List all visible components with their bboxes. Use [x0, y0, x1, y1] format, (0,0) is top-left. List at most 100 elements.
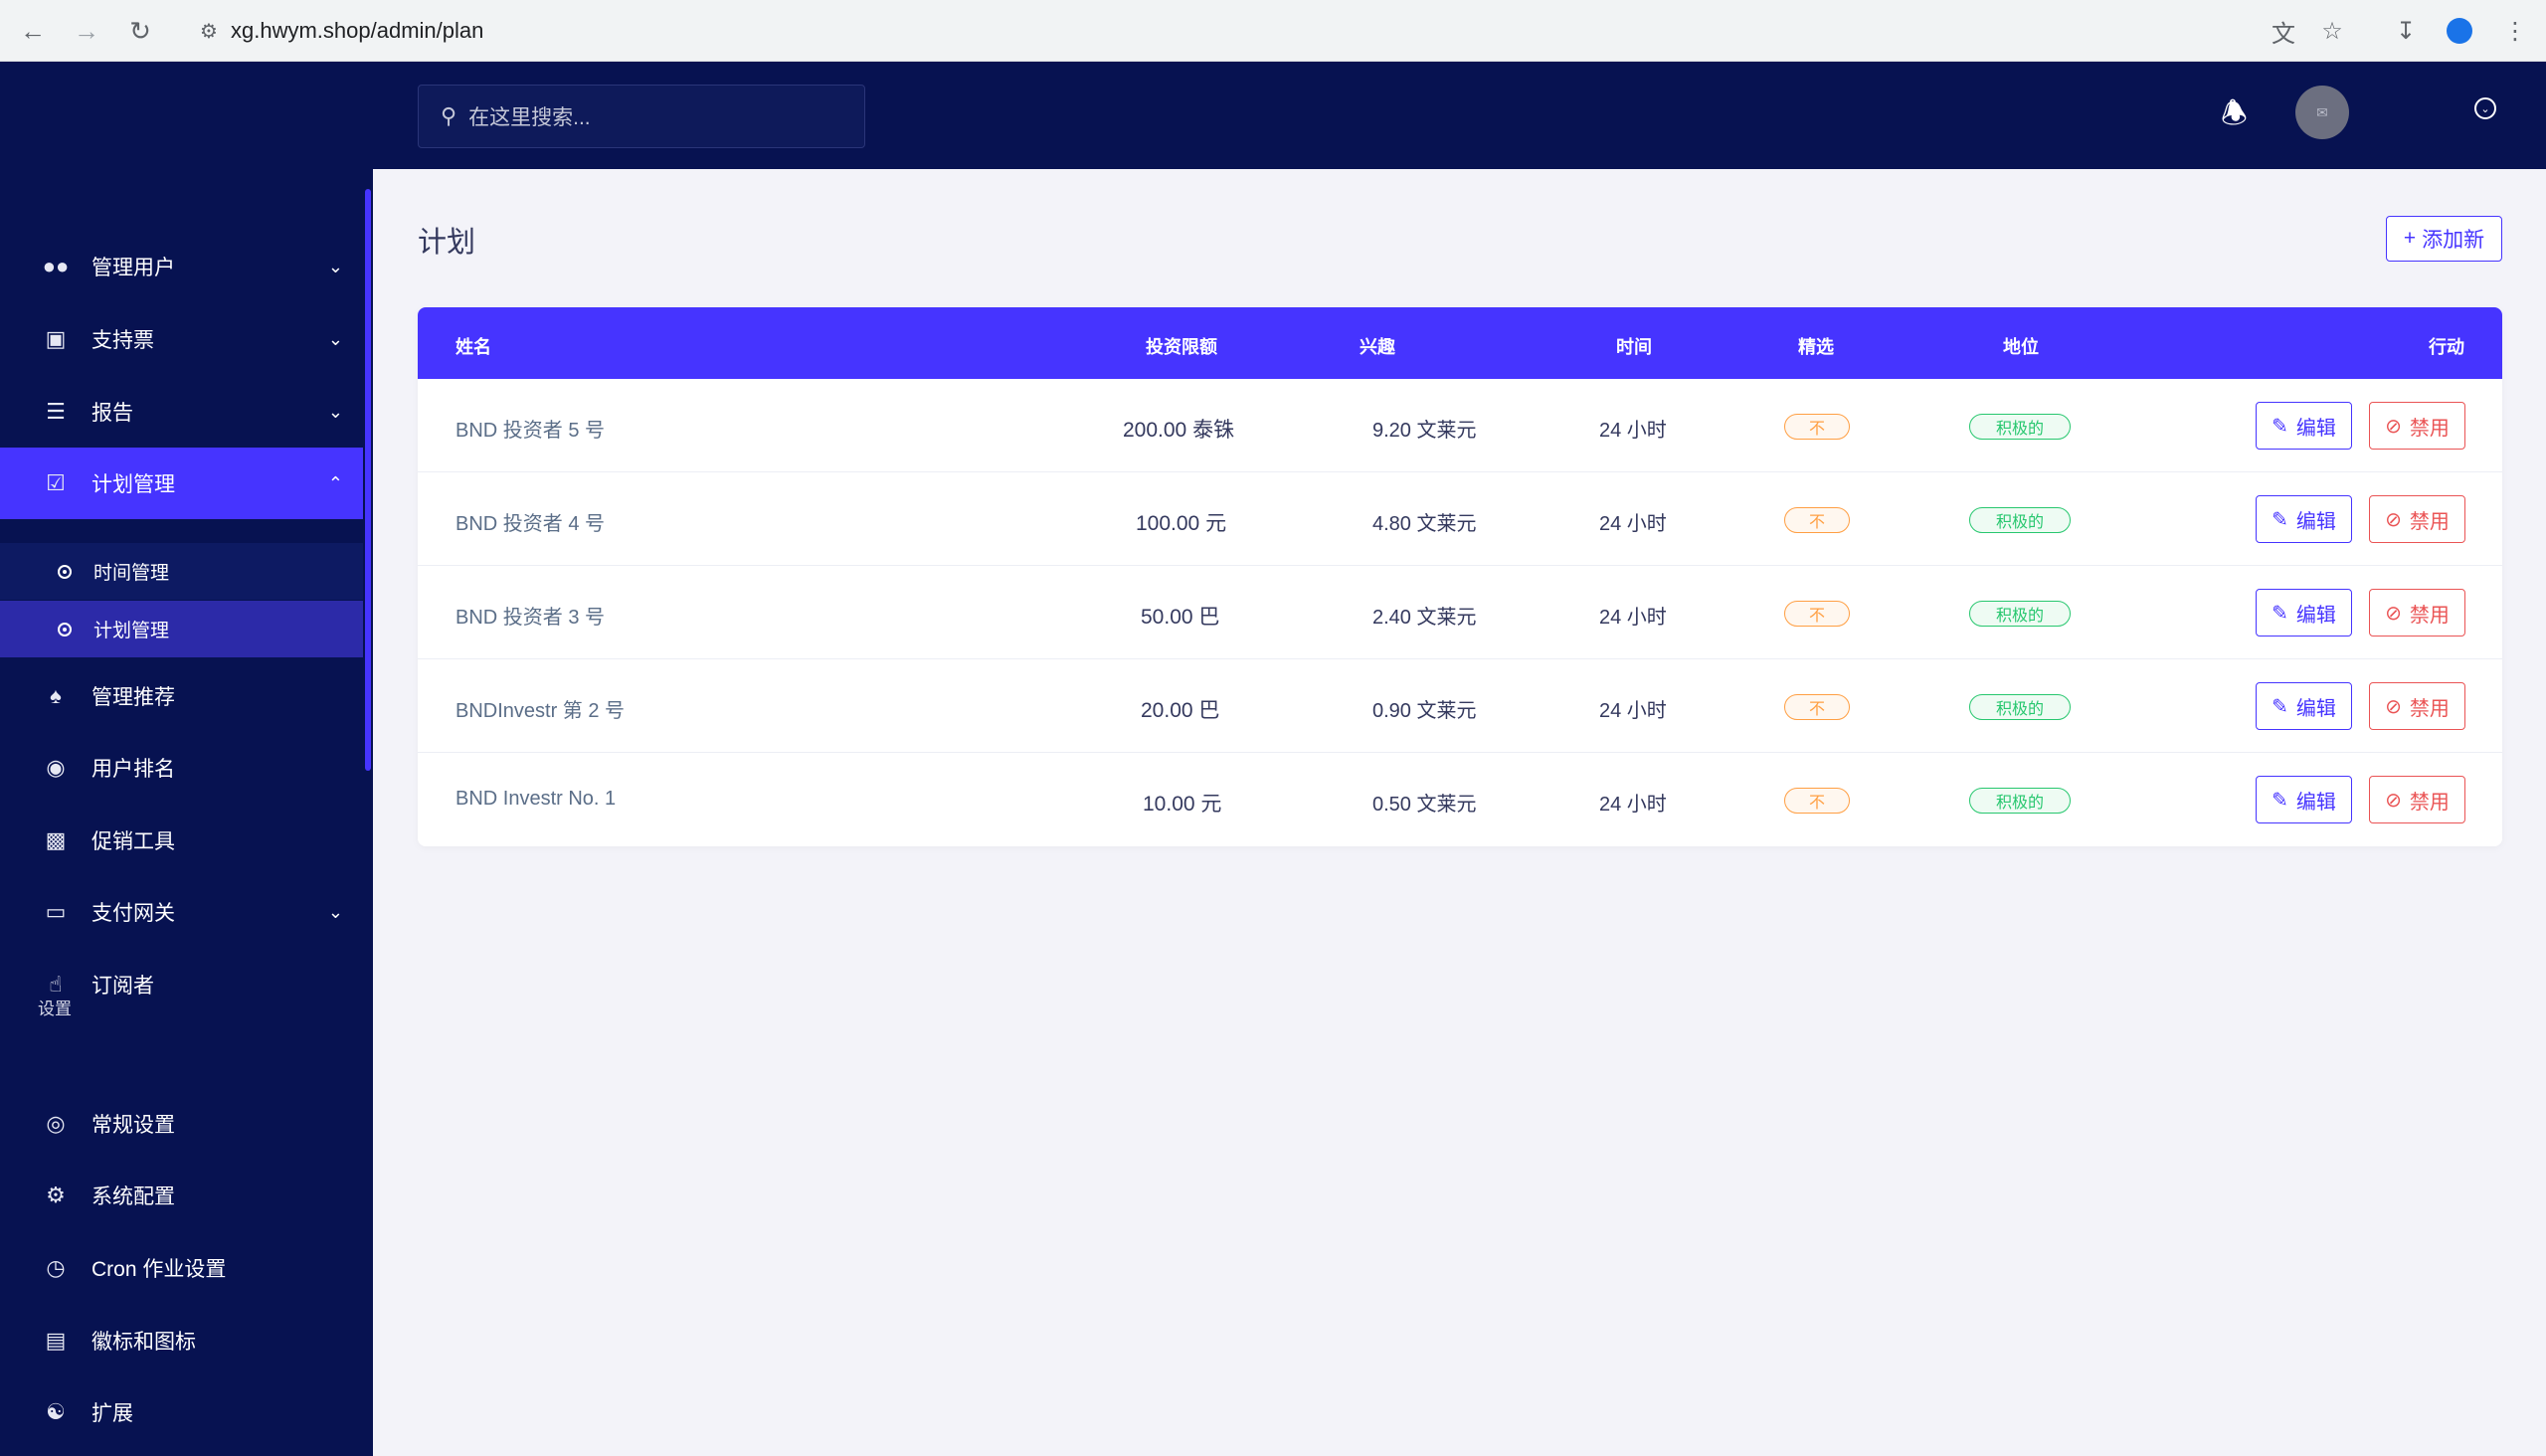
sidebar-item-label: 支持票	[91, 329, 154, 352]
disable-label: 禁用	[2409, 697, 2450, 720]
chart-icon: ▩	[45, 827, 67, 852]
edit-label: 编辑	[2295, 417, 2336, 440]
table-row: BNDInvestr 第 2 号 20.00 巴 0.90 文莱元 24 小时 …	[418, 659, 2502, 753]
browser-menu-icon[interactable]: ⋮	[2503, 17, 2527, 45]
eye-slash-icon: ⊘	[2385, 695, 2402, 718]
sidebar-item-plan-management[interactable]: ☑ 计划管理 ⌃	[0, 448, 363, 519]
sidebar-scrollbar[interactable]	[365, 189, 371, 771]
disable-button[interactable]: ⊘ 禁用	[2369, 776, 2465, 823]
sidebar-item-cron-settings[interactable]: ◷ Cron 作业设置	[0, 1232, 363, 1304]
disable-button[interactable]: ⊘ 禁用	[2369, 682, 2465, 730]
search-icon: ⚲	[441, 103, 457, 128]
sidebar-item-system-config[interactable]: ⚙ 系统配置	[0, 1160, 363, 1231]
pencil-icon: ✎	[2272, 789, 2288, 812]
sidebar-subitem-label: 时间管理	[93, 563, 170, 584]
sidebar-item-support-tickets[interactable]: ▣ 支持票 ⌄	[0, 303, 363, 375]
page-title: 计划	[418, 227, 476, 259]
image-icon: ▤	[45, 1328, 67, 1353]
edit-button[interactable]: ✎ 编辑	[2256, 495, 2352, 543]
invest-limit: 100.00 元	[1136, 512, 1227, 535]
table-row: BND 投资者 4 号 100.00 元 4.80 文莱元 24 小时 不 积极…	[418, 472, 2502, 566]
sidebar-item-label: Cron 作业设置	[91, 1258, 227, 1281]
edit-button[interactable]: ✎ 编辑	[2256, 776, 2352, 823]
edit-button[interactable]: ✎ 编辑	[2256, 402, 2352, 450]
url-text[interactable]: xg.hwym.shop/admin/plan	[231, 18, 484, 43]
sidebar-subitem-time-management[interactable]: 时间管理	[0, 543, 363, 600]
status-badge: 积极的	[1969, 694, 2071, 720]
disable-button[interactable]: ⊘ 禁用	[2369, 495, 2465, 543]
life-ring-icon: ◎	[46, 1111, 66, 1136]
address-bar[interactable]: ⚙ xg.hwym.shop/admin/plan	[179, 6, 2367, 56]
sidebar-item-user-ranking[interactable]: ◉ 用户排名	[0, 732, 363, 804]
interest: 4.80 文莱元	[1372, 513, 1477, 535]
bookmark-star-icon[interactable]: ☆	[2321, 17, 2343, 45]
pencil-icon: ✎	[2272, 695, 2288, 718]
plan-name: BND 投资者 5 号	[455, 420, 606, 442]
edit-label: 编辑	[2295, 510, 2336, 533]
download-icon[interactable]: ↧	[2395, 17, 2417, 45]
invest-limit: 10.00 元	[1143, 793, 1222, 816]
medal-icon: ◉	[46, 755, 66, 780]
circle-dot-icon	[58, 564, 72, 579]
sidebar-item-label: 管理推荐	[91, 686, 175, 709]
eye-slash-icon: ⊘	[2385, 602, 2402, 625]
featured-badge: 不	[1784, 601, 1850, 627]
clipboard-icon: ☑	[46, 470, 66, 495]
sidebar-item-language[interactable]: 文 语言	[0, 1449, 363, 1456]
sidebar-subitem-plan-management[interactable]: 计划管理	[0, 601, 363, 657]
sidebar-item-manage-users[interactable]: ●● 管理用户 ⌄	[0, 231, 363, 302]
edit-button[interactable]: ✎ 编辑	[2256, 589, 2352, 637]
invest-limit: 50.00 巴	[1141, 606, 1220, 629]
add-new-button[interactable]: + 添加新	[2386, 216, 2502, 262]
invest-limit: 200.00 泰铢	[1123, 419, 1235, 442]
featured-badge: 不	[1784, 507, 1850, 533]
edit-label: 编辑	[2295, 791, 2336, 814]
eye-slash-icon: ⊘	[2385, 415, 2402, 438]
sidebar-item-logo-icons[interactable]: ▤ 徽标和图标	[0, 1305, 363, 1376]
disable-button[interactable]: ⊘ 禁用	[2369, 589, 2465, 637]
search-input[interactable]: ⚲ 在这里搜索...	[418, 85, 865, 148]
reload-icon[interactable]: ↻	[129, 15, 151, 46]
sidebar-item-reports[interactable]: ☰ 报告 ⌄	[0, 376, 363, 448]
chevron-down-icon: ⌄	[327, 401, 343, 422]
sidebar-item-extensions[interactable]: ☯ 扩展	[0, 1376, 363, 1448]
header-name: 姓名	[455, 337, 491, 357]
disable-label: 禁用	[2409, 604, 2450, 627]
avatar[interactable]: ✉	[2295, 86, 2349, 139]
sidebar-item-manage-referrals[interactable]: ♠ 管理推荐	[0, 660, 363, 732]
pencil-icon: ✎	[2272, 602, 2288, 625]
sidebar-item-label: 报告	[91, 402, 133, 425]
sidebar-item-payment-gateway[interactable]: ▭ 支付网关 ⌄	[0, 876, 363, 948]
sidebar-item-subscribers[interactable]: ☝ 订阅者	[0, 949, 363, 1020]
topbar: ⚲ 在这里搜索... 🕭 ✉ ⌄	[373, 62, 2546, 169]
sidebar-item-label: 管理用户	[91, 257, 175, 279]
sidebar-item-promotion-tools[interactable]: ▩ 促销工具	[0, 805, 363, 876]
sidebar-item-general-settings[interactable]: ◎ 常规设置	[0, 1088, 363, 1160]
ticket-icon: ▣	[45, 326, 67, 351]
add-new-label: 添加新	[2422, 229, 2485, 252]
search-placeholder[interactable]: 在这里搜索...	[468, 106, 591, 129]
edit-button[interactable]: ✎ 编辑	[2256, 682, 2352, 730]
table-row: BND 投资者 5 号 200.00 泰铢 9.20 文莱元 24 小时 不 积…	[418, 379, 2502, 472]
time: 24 小时	[1599, 700, 1667, 722]
header-interest: 兴趣	[1360, 337, 1395, 357]
forward-arrow-icon[interactable]: →	[74, 15, 99, 46]
sidebar-item-label: 计划管理	[91, 473, 175, 496]
site-settings-icon[interactable]: ⚙	[200, 20, 218, 43]
sidebar-item-label: 支付网关	[91, 902, 175, 925]
plan-name: BND Investr No. 1	[455, 788, 617, 810]
bell-icon[interactable]: 🕭	[2221, 97, 2248, 130]
users-icon: ●●	[42, 254, 70, 278]
chevron-down-circle-icon[interactable]: ⌄	[2474, 97, 2496, 119]
sidebar-item-label: 订阅者	[91, 975, 154, 998]
disable-label: 禁用	[2409, 417, 2450, 440]
translate-icon[interactable]: 文	[2272, 20, 2295, 48]
edit-label: 编辑	[2295, 604, 2336, 627]
profile-icon[interactable]	[2439, 10, 2480, 52]
header-status: 地位	[2003, 337, 2039, 357]
disable-button[interactable]: ⊘ 禁用	[2369, 402, 2465, 450]
sidebar-item-label: 常规设置	[91, 1114, 175, 1137]
back-arrow-icon[interactable]: ←	[20, 15, 46, 46]
status-badge: 积极的	[1969, 601, 2071, 627]
card-icon: ▭	[45, 899, 67, 924]
